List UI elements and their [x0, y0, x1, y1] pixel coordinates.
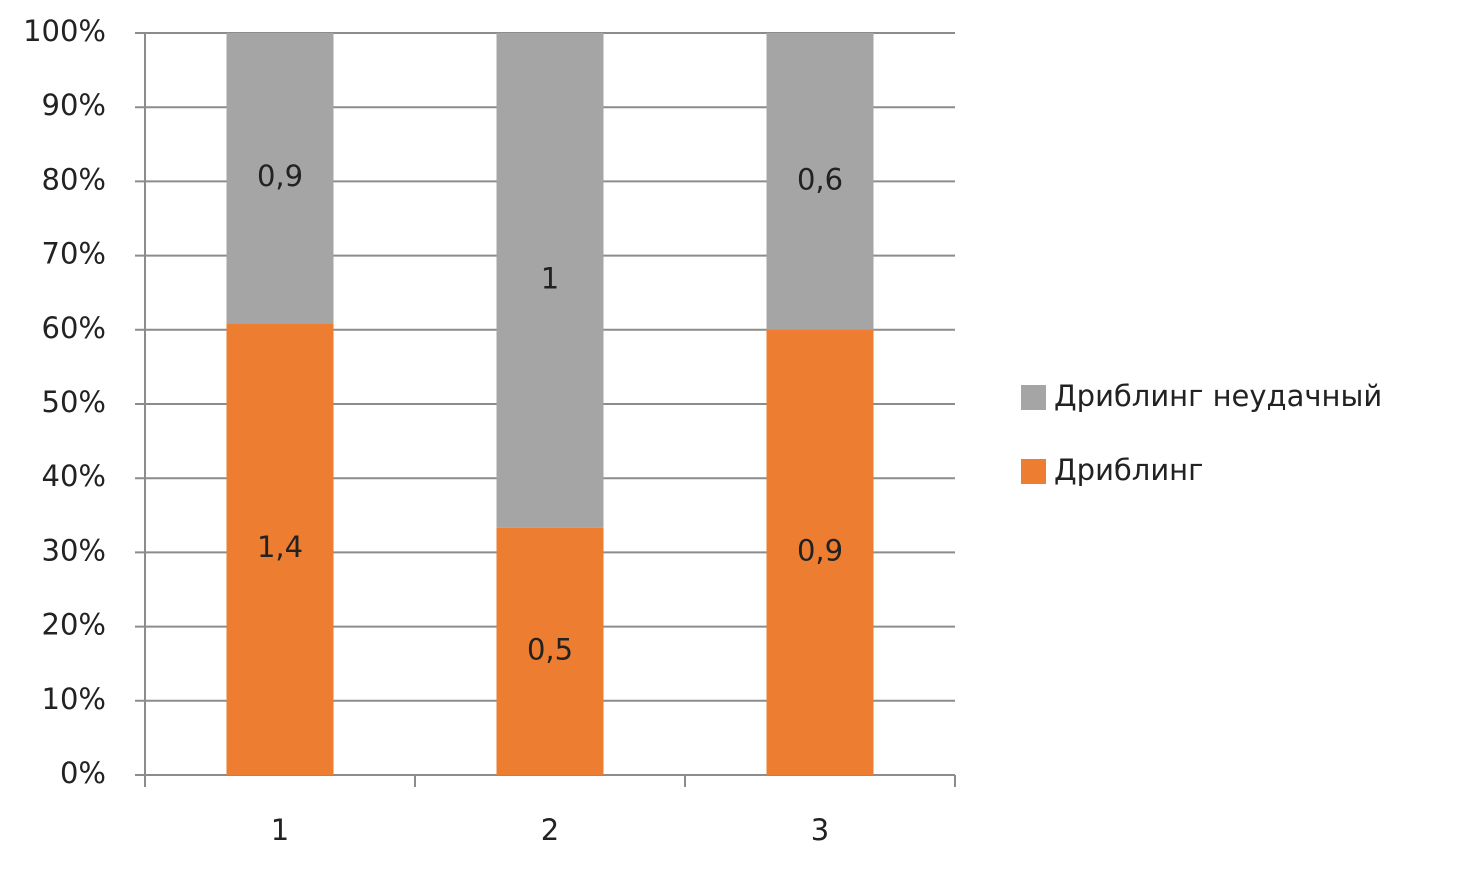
y-tick-label: 90% — [42, 88, 106, 122]
bar-segment — [766, 329, 874, 775]
data-label: 0,5 — [527, 632, 573, 666]
bar-segment — [226, 323, 334, 775]
bar-segment — [766, 33, 874, 330]
y-tick-label: 10% — [42, 682, 106, 716]
y-tick-label: 30% — [42, 533, 106, 567]
y-tick-label: 50% — [42, 385, 106, 419]
bar-segment — [496, 33, 604, 528]
data-label: 0,6 — [797, 162, 843, 196]
x-tick-label: 1 — [271, 813, 289, 847]
y-tick-label: 20% — [42, 608, 106, 642]
legend-swatch — [1021, 459, 1046, 484]
bar-segment — [226, 33, 334, 324]
legend-label: Дриблинг неудачный — [1054, 379, 1382, 413]
data-label: 1 — [541, 261, 559, 295]
y-tick-label: 100% — [23, 14, 106, 48]
data-label: 1,4 — [257, 530, 303, 564]
legend-label: Дриблинг — [1054, 453, 1203, 487]
y-tick-label: 70% — [42, 237, 106, 271]
y-tick-label: 40% — [42, 459, 106, 493]
data-label: 0,9 — [257, 159, 303, 193]
y-tick-label: 0% — [60, 756, 106, 790]
data-label: 0,9 — [797, 533, 843, 567]
legend-swatch — [1021, 385, 1046, 410]
x-tick-label: 2 — [541, 813, 559, 847]
x-tick-label: 3 — [811, 813, 829, 847]
y-tick-label: 60% — [42, 311, 106, 345]
bar-segment — [496, 527, 604, 775]
y-tick-label: 80% — [42, 162, 106, 196]
